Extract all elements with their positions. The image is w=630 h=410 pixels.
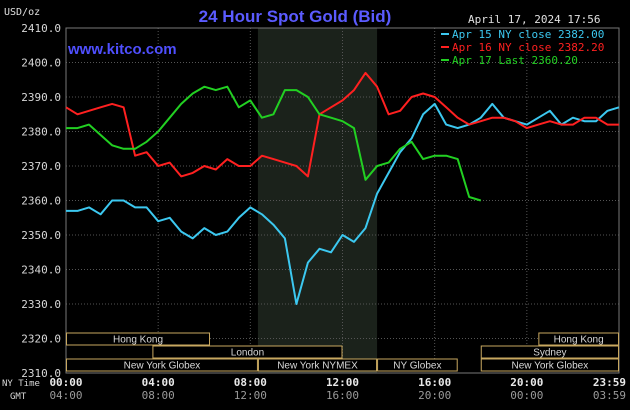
x-tick-gmt: 04:00 (49, 389, 82, 402)
market-session-label: New York Globex (512, 361, 589, 372)
nymex-session-shade (257, 28, 378, 373)
series-line-2 (65, 71, 619, 178)
market-session-box (152, 345, 343, 359)
x-tick-ny: 00:00 (49, 376, 82, 389)
y-tick-label: 2310.0 (21, 367, 61, 380)
market-session-label: Hong Kong (113, 335, 163, 346)
x-tick-ny: 23:59 (593, 376, 626, 389)
y-tick-label: 2410.0 (21, 22, 61, 35)
y-tick-label: 2330.0 (21, 298, 61, 311)
market-session-label: London (231, 348, 264, 359)
x-tick-gmt: 16:00 (326, 389, 359, 402)
x-tick-ny: 04:00 (142, 376, 175, 389)
x-tick-gmt: 12:00 (234, 389, 267, 402)
plot-border (65, 27, 620, 374)
x-tick-gmt: 03:59 (593, 389, 626, 402)
market-session-label: New York NYMEX (277, 361, 358, 372)
market-session-label: New York Globex (124, 361, 201, 372)
x-tick-gmt: 00:00 (510, 389, 543, 402)
market-session-box (66, 358, 258, 372)
market-session-box (257, 358, 378, 372)
market-session-label: NY Globex (393, 361, 441, 372)
x-tick-ny: 16:00 (418, 376, 451, 389)
series-line-1 (66, 102, 620, 305)
legend-label: Apr 16 NY close 2382.20 (452, 41, 604, 54)
market-session-box (66, 332, 211, 346)
series-line-3 (66, 85, 482, 202)
timestamp: April 17, 2024 17:56 (468, 13, 600, 26)
y-tick-label: 2390.0 (21, 91, 61, 104)
legend-label: Apr 17 Last 2360.20 (452, 54, 578, 67)
y-tick-label: 2370.0 (21, 160, 61, 173)
y-tick-label: 2360.0 (21, 195, 61, 208)
market-session-label: Hong Kong (554, 335, 604, 346)
market-session-box (377, 358, 458, 372)
market-session-box (538, 332, 620, 346)
y-tick-label: 2320.0 (21, 333, 61, 346)
chart-title: 24 Hour Spot Gold (Bid) (199, 7, 392, 26)
x-tick-ny: 12:00 (326, 376, 359, 389)
ny-time-label: NY Time (2, 379, 40, 389)
x-tick-ny: 20:00 (510, 376, 543, 389)
x-tick-gmt: 20:00 (418, 389, 451, 402)
legend-label: Apr 15 NY close 2382.00 (452, 28, 604, 41)
x-tick-ny: 08:00 (234, 376, 267, 389)
y-tick-label: 2340.0 (21, 264, 61, 277)
y-tick-label: 2400.0 (21, 57, 61, 70)
unit-label: USD/oz (4, 7, 40, 18)
market-session-box (480, 358, 619, 372)
market-session-box (480, 345, 619, 359)
y-tick-label: 2380.0 (21, 126, 61, 139)
y-tick-label: 2350.0 (21, 229, 61, 242)
site-watermark: www.kitco.com (67, 41, 177, 58)
x-tick-gmt: 08:00 (142, 389, 175, 402)
gmt-label: GMT (10, 392, 27, 402)
market-session-label: Sydney (533, 348, 566, 359)
